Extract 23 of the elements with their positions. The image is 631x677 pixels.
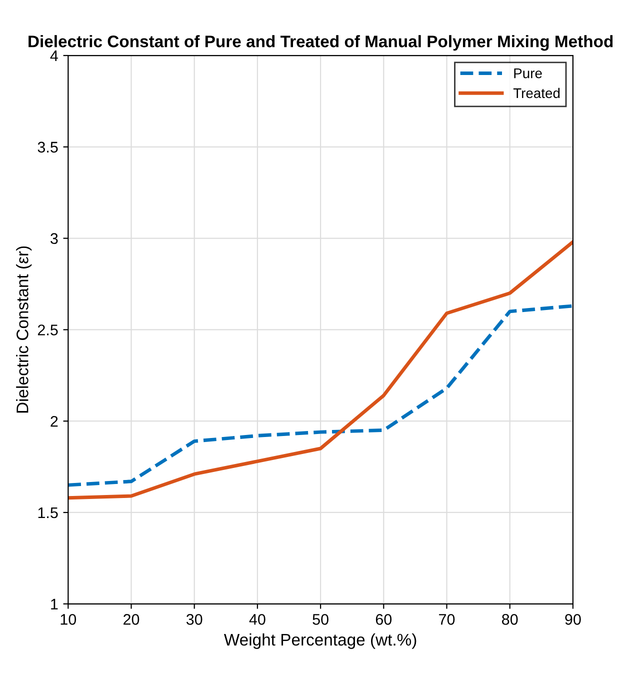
x-tick-label: 80: [502, 614, 518, 625]
y-tick-label: 2.5: [38, 324, 58, 336]
line-series: [68, 240, 573, 500]
x-tick-label: 40: [249, 614, 266, 625]
x-tick-label: 60: [376, 614, 392, 625]
x-tick-label: 20: [124, 614, 140, 625]
x-tick-label: 30: [186, 614, 202, 625]
y-axis-title: Dielectric Constant (εr): [16, 246, 32, 413]
legend-label: Pure: [514, 68, 542, 78]
y-tick-label: 3.5: [38, 142, 58, 153]
chart-title: Dielectric Constant of Pure and Treated of Manual Polymer Mixing Method: [28, 35, 613, 51]
x-tick-label: 70: [439, 614, 455, 625]
y-tick-label: 2: [50, 416, 58, 427]
line-series: [68, 304, 573, 487]
y-tick-label: 1.5: [38, 508, 58, 518]
x-axis-title: Weight Percentage (wt.%): [224, 633, 416, 649]
x-tick-label: 10: [60, 614, 76, 625]
x-tick-label: 90: [565, 614, 581, 625]
y-tick-label: 3: [50, 233, 58, 244]
x-tick-label: 50: [312, 614, 328, 625]
legend-label: Treated: [513, 88, 560, 98]
y-tick-label: 1: [51, 598, 58, 610]
y-tick-label: 4: [50, 50, 58, 62]
